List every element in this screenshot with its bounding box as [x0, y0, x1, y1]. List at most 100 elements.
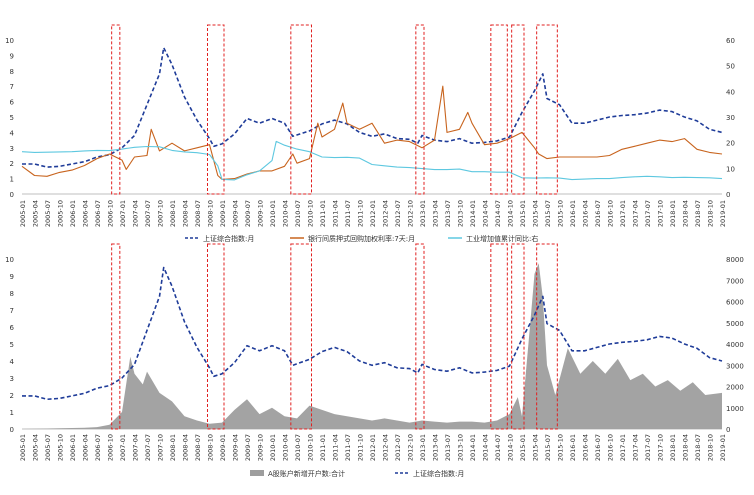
x-tick-label: 2017-10	[657, 200, 665, 227]
y-left-tick-label: 5	[10, 114, 14, 122]
x-tick-label: 2006-04	[82, 434, 90, 461]
y-right-tick-label: 3000	[726, 362, 744, 370]
highlight-box	[511, 243, 525, 430]
x-tick-label: 2012-10	[407, 200, 415, 227]
x-tick-label: 2006-10	[107, 434, 115, 461]
x-tick-label: 2018-10	[707, 200, 715, 227]
x-tick-label: 2013-01	[419, 434, 427, 461]
x-tick-label: 2011-10	[357, 434, 365, 461]
x-tick-label: 2005-10	[57, 434, 65, 461]
series-area-accounts	[22, 263, 722, 429]
x-tick-label: 2012-01	[369, 200, 377, 227]
chart-panel-1: 0 1 2 3 4 5 6 7 8 9 10 0 10 20 30 40 50 60 2005-01 2005-04 2…	[5, 24, 735, 243]
x-tick-label: 2007-07	[144, 434, 152, 461]
x-tick-label: 2018-07	[694, 200, 702, 227]
highlight-box	[290, 243, 313, 430]
x-tick-label: 2011-04	[332, 200, 340, 227]
series-line-1	[22, 46, 723, 168]
y-left-tick-label: 6	[10, 99, 15, 107]
x-tick-label: 2015-10	[557, 200, 565, 227]
x-tick-label: 2006-10	[107, 200, 115, 227]
x-tick-label: 2011-04	[332, 434, 340, 461]
y-left-tick-label: 1	[10, 176, 14, 184]
highlight-box	[490, 24, 508, 195]
x-tick-label: 2015-01	[519, 200, 527, 227]
y-left-tick-label: 10	[5, 256, 14, 264]
highlight-box	[290, 24, 313, 195]
x-tick-label: 2005-10	[57, 200, 65, 227]
x-tick-label: 2009-01	[219, 200, 227, 227]
x-tick-label: 2015-07	[544, 200, 552, 227]
x-tick-label: 2005-04	[32, 200, 40, 227]
x-tick-label: 2007-04	[132, 434, 140, 461]
x-tick-label: 2005-04	[32, 434, 40, 461]
x-tick-label: 2009-10	[257, 200, 265, 227]
y-right-tick-label: 5000	[726, 320, 744, 328]
x-tick-label: 2014-10	[507, 434, 515, 461]
highlight-box	[490, 243, 508, 430]
x-tick-label: 2011-07	[344, 434, 352, 461]
highlight-box	[415, 24, 425, 195]
y-right-tick-label: 2000	[726, 384, 744, 392]
x-tick-label: 2005-01	[19, 200, 27, 227]
x-tick-label: 2018-10	[707, 434, 715, 461]
y-left-tick-label: 10	[5, 37, 14, 45]
x-tick-label: 2011-01	[319, 200, 327, 227]
x-tick-label: 2014-07	[494, 434, 502, 461]
x-tick-label: 2015-01	[519, 434, 527, 461]
x-tick-label: 2018-04	[682, 200, 690, 227]
y-left-tick-label: 2	[10, 160, 14, 168]
x-tick-label: 2010-01	[269, 200, 277, 227]
y-right-tick-label: 60	[726, 37, 735, 45]
y-right-tick-label: 40	[726, 88, 735, 96]
x-tick-label: 2008-10	[207, 434, 215, 461]
x-tick-label: 2012-04	[382, 434, 390, 461]
x-tick-label: 2009-10	[257, 434, 265, 461]
series-line-3	[21, 140, 723, 181]
legend-label: 上证综合指数:月	[413, 469, 464, 478]
x-tick-label: 2014-10	[507, 200, 515, 227]
y-right-tick-label: 10	[726, 165, 735, 173]
x-tick-label: 2016-01	[569, 200, 577, 227]
x-tick-label: 2007-07	[144, 200, 152, 227]
x-tick-label: 2016-07	[594, 200, 602, 227]
x-tick-label: 2005-07	[44, 434, 52, 461]
y-left-tick-label: 8	[10, 68, 14, 76]
x-tick-label: 2008-07	[194, 434, 202, 461]
x-tick-label: 2009-04	[232, 200, 240, 227]
x-tick-label: 2019-01	[719, 434, 727, 461]
y-right-tick-label: 6000	[726, 299, 744, 307]
x-tick-label: 2012-10	[407, 434, 415, 461]
x-tick-label: 2016-10	[607, 200, 615, 227]
x-tick-label: 2010-10	[307, 200, 315, 227]
x-tick-label: 2018-07	[694, 434, 702, 461]
y-right-tick-label: 50	[726, 63, 735, 71]
legend-label: 上证综合指数:月	[203, 234, 254, 243]
x-tick-label: 2010-04	[282, 434, 290, 461]
highlight-box	[207, 24, 225, 195]
x-tick-label: 2013-04	[432, 434, 440, 461]
y-right-tick-label: 1000	[726, 405, 744, 413]
x-tick-label: 2015-04	[532, 200, 540, 227]
x-tick-label: 2006-07	[94, 200, 102, 227]
x-tick-label: 2009-07	[244, 200, 252, 227]
y-left-tick-label: 9	[10, 52, 14, 60]
x-tick-label: 2012-04	[382, 200, 390, 227]
x-tick-label: 2008-01	[169, 200, 177, 227]
x-tick-label: 2016-04	[582, 434, 590, 461]
x-tick-label: 2012-07	[394, 434, 402, 461]
chart-panel-2: 0 1 2 3 4 5 6 7 8 9 10 0 1000 2000 3000 4000 5000 6000 700…	[5, 243, 744, 478]
y-left-tick-label: 7	[10, 83, 14, 91]
y-left-tick-label: 6	[10, 324, 15, 332]
x-tick-label: 2017-07	[644, 200, 652, 227]
highlight-box	[111, 243, 121, 430]
highlight-box	[536, 243, 558, 430]
x-tick-label: 2010-10	[307, 434, 315, 461]
y-left-tick-label: 3	[10, 375, 14, 383]
x-tick-label: 2012-01	[369, 434, 377, 461]
x-tick-label: 2008-07	[194, 200, 202, 227]
x-tick-label: 2013-10	[457, 200, 465, 227]
y-right-tick-label: 4000	[726, 341, 744, 349]
x-tick-label: 2006-07	[94, 434, 102, 461]
